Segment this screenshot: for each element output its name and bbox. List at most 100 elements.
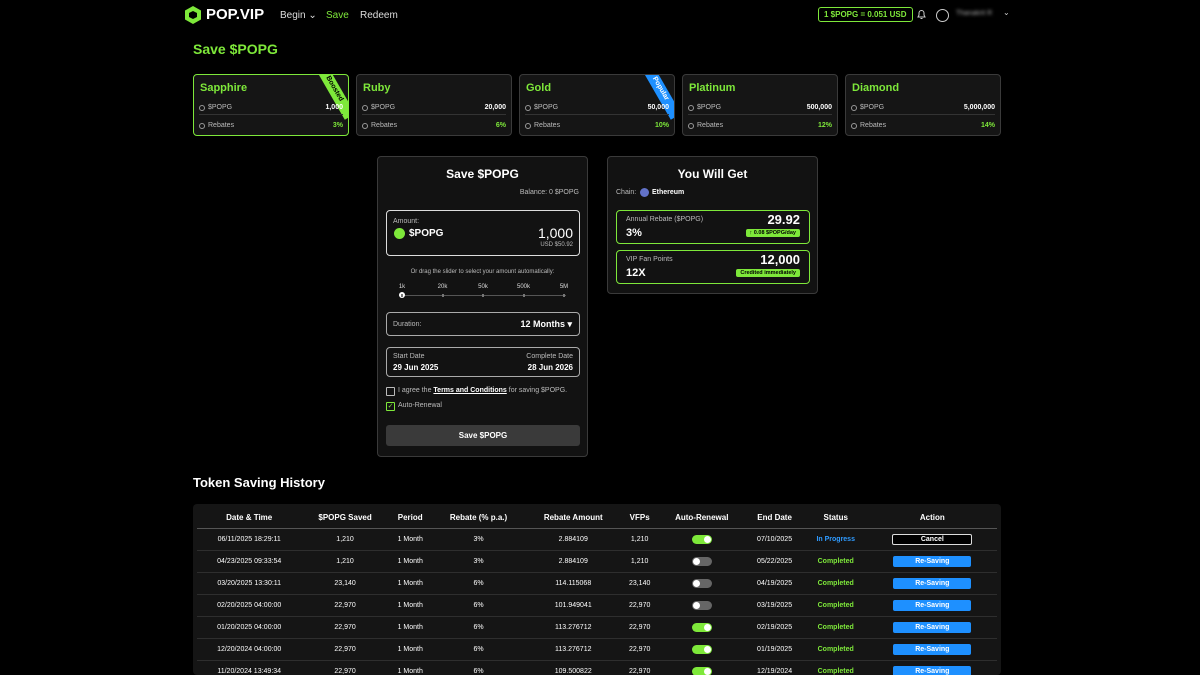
toggle-knob <box>692 580 700 587</box>
toggle[interactable] <box>691 667 712 675</box>
amount-input[interactable]: Amount: $POPG 1,000 USD $50.92 <box>386 210 580 256</box>
bell-icon[interactable] <box>916 9 927 20</box>
slider-dot <box>482 294 484 297</box>
action-button[interactable]: Re-Saving <box>893 622 972 633</box>
table-row: 04/23/2025 09:33:54 1,210 1 Month 3% 2.88410… <box>197 550 997 573</box>
toggle[interactable] <box>691 557 712 566</box>
tier-rebate: 12% <box>817 122 832 129</box>
tier-card[interactable]: Ruby $POPG 20,000 Rebates 6% <box>356 74 512 136</box>
chain-icon <box>640 188 649 197</box>
icon <box>688 105 694 111</box>
cell: 23,140 <box>301 572 389 595</box>
cell: Re-Saving <box>867 572 997 595</box>
cell: 3% <box>431 528 526 551</box>
user-name[interactable]: Thanakrit R <box>956 10 993 17</box>
tier-amount: 5,000,000 <box>963 104 995 111</box>
cell: 03/20/2025 13:30:11 <box>197 572 302 595</box>
cell: 02/19/2025 <box>745 616 804 639</box>
tier-badge: Popular <box>638 75 674 120</box>
cell: 113.276712 <box>525 638 622 661</box>
table-row: 12/20/2024 04:00:00 22,970 1 Month 6% 113.27… <box>197 638 997 661</box>
toggle[interactable] <box>691 623 712 632</box>
cell: 22,970 <box>301 616 389 639</box>
toggle[interactable] <box>691 535 712 544</box>
tier-amount: 500,000 <box>806 104 832 111</box>
cell: 1 Month <box>388 660 432 675</box>
duration-select[interactable]: Duration: 12 Months ▾ <box>386 312 580 336</box>
rebate-pct: 3% <box>626 227 642 239</box>
complete-label: Complete Date <box>526 353 573 360</box>
cell: 12/20/2024 04:00:00 <box>197 638 302 661</box>
action-button[interactable]: Re-Saving <box>893 556 972 567</box>
terms-checkbox[interactable] <box>386 387 395 396</box>
panel-title: Save $POPG <box>446 167 519 181</box>
cell: 6% <box>431 660 526 675</box>
logo-text[interactable]: POP.VIP <box>206 6 265 23</box>
header-row: Date & Time $POPG Saved Period Rebate (% p.… <box>197 506 997 529</box>
token-label: $POPG <box>371 104 396 111</box>
vfp-label: VIP Fan Points <box>626 256 673 263</box>
cell: 109.500822 <box>525 660 622 675</box>
icon <box>362 123 368 129</box>
status: In Progress <box>803 528 868 551</box>
vfp-note: Credited immediately <box>736 269 800 277</box>
panel-title: You Will Get <box>677 167 748 181</box>
amount-label: Amount: <box>393 218 420 225</box>
toggle-knob <box>692 602 700 609</box>
rebate-label: Annual Rebate ($POPG) <box>626 216 704 223</box>
nav-link[interactable]: Redeem <box>360 10 398 21</box>
divider <box>362 114 506 115</box>
cell: 22,970 <box>621 616 659 639</box>
cell <box>658 528 746 551</box>
slider-hint: Or drag the slider to select your amount… <box>410 269 555 275</box>
toggle[interactable] <box>691 645 712 654</box>
auto-checkbox[interactable]: ✓ <box>386 402 395 411</box>
tier-card[interactable]: Diamond $POPG 5,000,000 Rebates 14% <box>845 74 1001 136</box>
action-button[interactable]: Re-Saving <box>893 600 972 611</box>
cell: 1,210 <box>301 550 389 573</box>
cell: 1,210 <box>621 550 659 573</box>
toggle[interactable] <box>691 579 712 588</box>
cell: 2.884109 <box>525 528 622 551</box>
token-label: $POPG <box>208 104 233 111</box>
toggle[interactable] <box>691 601 712 610</box>
column-header: Rebate (% p.a.) <box>431 506 526 529</box>
duration-text: 12 Months <box>520 319 565 329</box>
tier-card[interactable]: Platinum $POPG 500,000 Rebates 12% <box>682 74 838 136</box>
action-button[interactable]: Re-Saving <box>893 666 972 675</box>
vfp-value: 12,000 <box>760 252 800 267</box>
cell: Re-Saving <box>867 550 997 573</box>
chevron[interactable]: ⌄ <box>1003 8 1010 17</box>
icon <box>525 123 531 129</box>
chain-name: Ethereum <box>652 189 685 196</box>
column-header: Auto-Renewal <box>658 506 746 529</box>
token-label: $POPG <box>697 104 722 111</box>
slider-label: 5M <box>559 284 569 290</box>
slider-dot <box>441 294 444 297</box>
action-button[interactable]: Re-Saving <box>893 578 972 589</box>
save-button[interactable]: Save $POPG <box>386 425 580 446</box>
slider-dot <box>563 294 565 297</box>
cell: 04/19/2025 <box>745 572 804 595</box>
tier-card[interactable]: Gold Popular $POPG 50,000 Rebates 10% <box>519 74 675 136</box>
history-table-wrap: Date & Time $POPG Saved Period Rebate (% p.… <box>193 504 1001 675</box>
action-button[interactable]: Cancel <box>892 534 973 545</box>
vfp-card: VIP Fan Points 12X 12,000 Credited immed… <box>616 250 810 284</box>
tier-badge: Boosted <box>312 75 348 120</box>
cell <box>658 550 746 573</box>
nav-link[interactable]: Save <box>326 10 349 21</box>
column-header: Action <box>867 506 997 529</box>
table-row: 11/20/2024 13:49:34 22,970 1 Month 6% 109.50… <box>197 660 997 675</box>
cell: 01/19/2025 <box>745 638 804 661</box>
status: Completed <box>803 638 868 661</box>
nav-link[interactable]: Begin ⌄ <box>280 10 317 21</box>
history-title: Token Saving History <box>193 475 325 490</box>
cell: 22,970 <box>301 660 389 675</box>
tier-card[interactable]: Sapphire Boosted $POPG 1,000 Rebates 3% <box>193 74 349 136</box>
terms-link[interactable]: Terms and Conditions <box>433 387 507 394</box>
amount-value: 1,000 <box>537 225 573 241</box>
start-label: Start Date <box>393 353 425 360</box>
toggle-knob <box>703 536 711 543</box>
avatar[interactable] <box>936 9 949 22</box>
action-button[interactable]: Re-Saving <box>893 644 972 655</box>
